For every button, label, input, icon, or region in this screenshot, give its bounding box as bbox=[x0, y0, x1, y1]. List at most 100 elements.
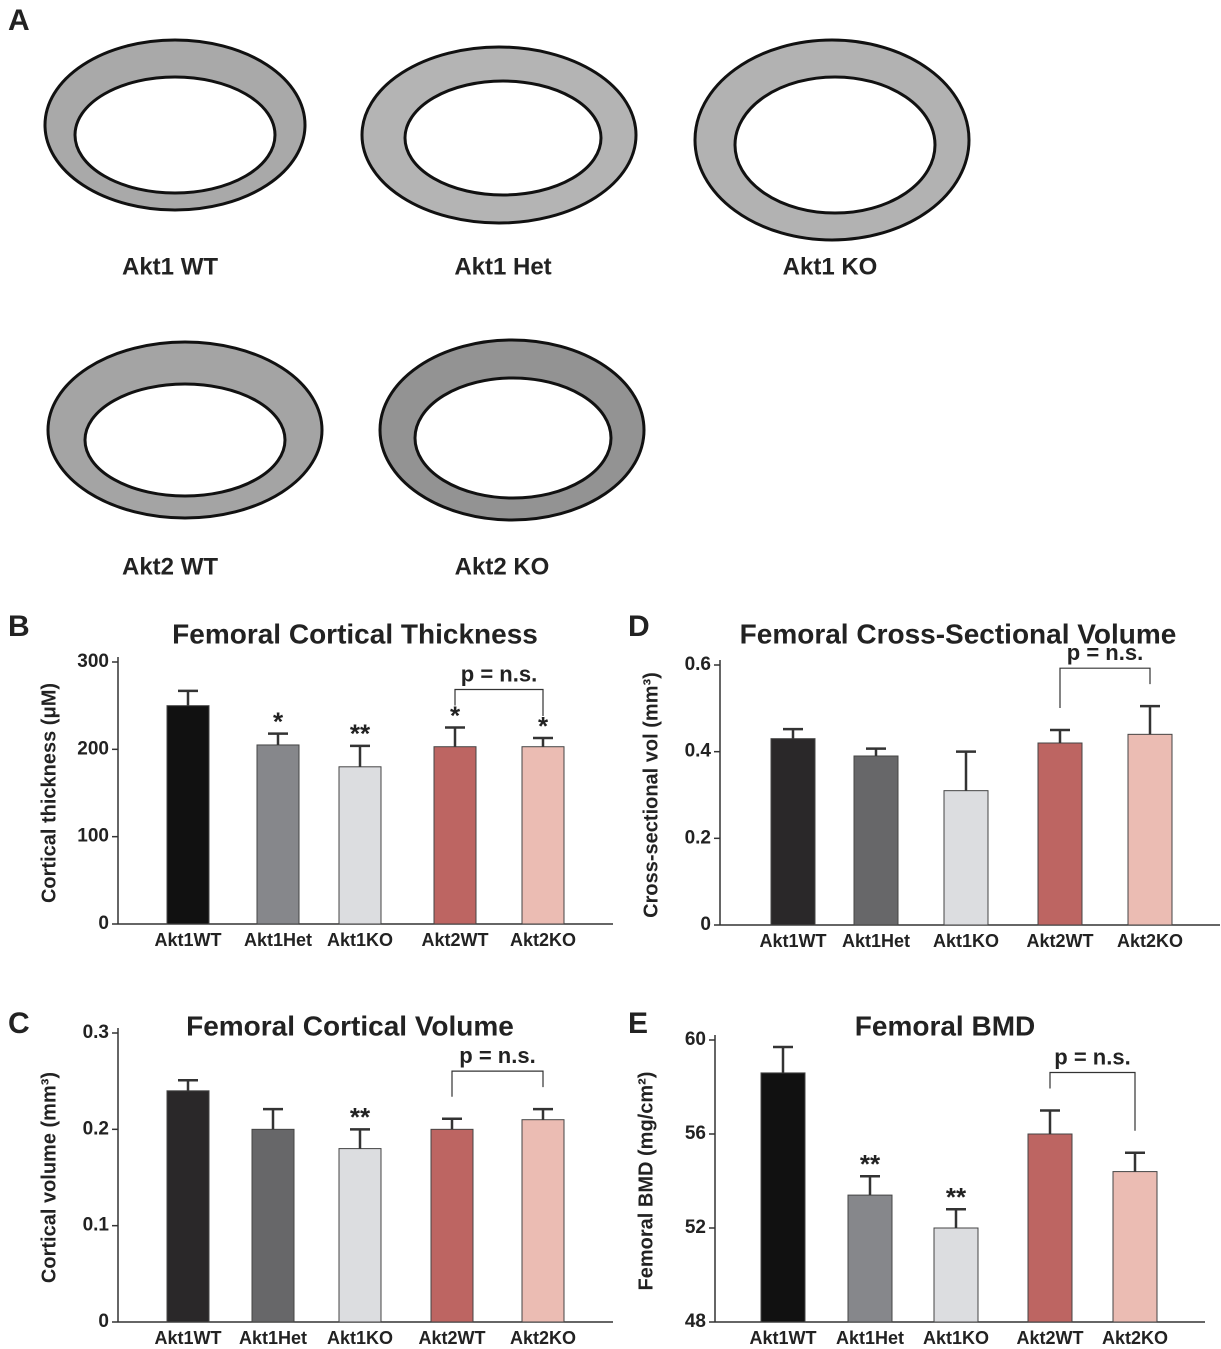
bar bbox=[434, 747, 476, 924]
bar bbox=[848, 1195, 892, 1322]
bar bbox=[257, 745, 299, 924]
bar bbox=[431, 1129, 473, 1322]
bar bbox=[339, 1149, 381, 1322]
x-tick-label: Akt2WT bbox=[419, 1328, 486, 1348]
bracket bbox=[452, 1071, 543, 1097]
y-tick-label: 300 bbox=[77, 651, 109, 672]
ring bbox=[45, 40, 305, 210]
error-bar bbox=[178, 691, 198, 706]
chart-title: Femoral Cortical Thickness bbox=[172, 618, 538, 649]
y-tick-label: 0 bbox=[98, 913, 109, 934]
bracket bbox=[1060, 668, 1150, 708]
error-bar bbox=[445, 728, 465, 747]
y-tick-label: 0.3 bbox=[83, 1022, 109, 1043]
error-bar bbox=[350, 746, 370, 767]
y-tick-label: 200 bbox=[77, 738, 109, 759]
panel-letter: A bbox=[8, 4, 30, 37]
bar bbox=[522, 1120, 564, 1322]
x-tick-label: Akt2KO bbox=[510, 1328, 576, 1348]
error-bar bbox=[263, 1109, 283, 1129]
bar bbox=[339, 767, 381, 924]
x-tick-label: Akt1KO bbox=[327, 930, 393, 950]
bracket-label: p = n.s. bbox=[459, 1043, 535, 1068]
bracket bbox=[455, 690, 543, 716]
y-tick-label: 56 bbox=[685, 1123, 706, 1144]
bar bbox=[1113, 1172, 1157, 1322]
bar bbox=[167, 1091, 209, 1322]
significance-mark: ** bbox=[860, 1149, 881, 1179]
x-tick-label: Akt2KO bbox=[1102, 1328, 1168, 1348]
y-tick-label: 48 bbox=[685, 1311, 706, 1332]
error-bar bbox=[442, 1119, 462, 1130]
ring bbox=[362, 47, 636, 223]
y-tick-label: 100 bbox=[77, 826, 109, 847]
ring-label: Akt2 KO bbox=[455, 553, 550, 580]
y-tick-label: 0.2 bbox=[685, 827, 711, 848]
error-bar bbox=[1125, 1153, 1145, 1172]
bar bbox=[1028, 1134, 1072, 1322]
bar bbox=[1038, 743, 1082, 925]
significance-mark: ** bbox=[350, 1102, 371, 1132]
x-tick-label: Akt1WT bbox=[760, 931, 827, 951]
bar bbox=[1128, 734, 1172, 925]
error-bar bbox=[533, 1109, 553, 1120]
y-tick-label: 60 bbox=[685, 1029, 706, 1050]
error-bar bbox=[773, 1047, 793, 1073]
bar bbox=[771, 739, 815, 925]
panel-letter: E bbox=[628, 1007, 648, 1040]
x-tick-label: Akt1WT bbox=[750, 1328, 817, 1348]
x-tick-label: Akt1Het bbox=[842, 931, 910, 951]
bar bbox=[944, 791, 988, 925]
ring bbox=[48, 342, 322, 518]
ring-label: Akt1 Het bbox=[454, 253, 551, 280]
ring-label: Akt1 KO bbox=[783, 253, 878, 280]
significance-mark: ** bbox=[946, 1182, 967, 1212]
y-axis-label: Cross-sectional vol (mm³) bbox=[640, 672, 662, 918]
x-tick-label: Akt2WT bbox=[1027, 931, 1094, 951]
bracket bbox=[1050, 1073, 1135, 1131]
error-bar bbox=[178, 1080, 198, 1091]
error-bar bbox=[956, 752, 976, 791]
x-tick-label: Akt1WT bbox=[155, 1328, 222, 1348]
chart-title: Femoral Cortical Volume bbox=[186, 1010, 514, 1041]
x-tick-label: Akt1KO bbox=[933, 931, 999, 951]
panel-letter: C bbox=[8, 1007, 30, 1040]
y-axis-label: Femoral BMD (mg/cm²) bbox=[635, 1072, 657, 1291]
x-tick-label: Akt2KO bbox=[510, 930, 576, 950]
y-axis-label: Cortical thickness (μM) bbox=[38, 683, 60, 903]
ring bbox=[695, 40, 969, 240]
ring bbox=[380, 340, 644, 520]
bar bbox=[252, 1129, 294, 1322]
y-tick-label: 0.4 bbox=[685, 741, 712, 762]
error-bar bbox=[350, 1129, 370, 1148]
y-tick-label: 0.6 bbox=[685, 654, 711, 675]
bracket-label: p = n.s. bbox=[1054, 1044, 1130, 1069]
y-tick-label: 0 bbox=[700, 914, 711, 935]
bar bbox=[761, 1073, 805, 1322]
ring-label: Akt1 WT bbox=[122, 253, 218, 280]
error-bar bbox=[866, 749, 886, 756]
bar bbox=[934, 1228, 978, 1322]
y-tick-label: 0.1 bbox=[83, 1215, 110, 1236]
x-tick-label: Akt1Het bbox=[244, 930, 312, 950]
x-tick-label: Akt2WT bbox=[422, 930, 489, 950]
error-bar bbox=[1140, 706, 1160, 734]
y-tick-label: 0.2 bbox=[83, 1118, 109, 1139]
bar bbox=[522, 747, 564, 924]
bar bbox=[167, 706, 209, 924]
y-tick-label: 0 bbox=[98, 1311, 109, 1332]
chart-title: Femoral BMD bbox=[855, 1010, 1035, 1041]
error-bar bbox=[1050, 730, 1070, 743]
y-axis-label: Cortical volume (mm³) bbox=[38, 1072, 60, 1283]
bar bbox=[854, 756, 898, 925]
panel-letter: B bbox=[8, 610, 30, 643]
bracket-label: p = n.s. bbox=[1067, 640, 1143, 665]
x-tick-label: Akt2KO bbox=[1117, 931, 1183, 951]
significance-mark: ** bbox=[350, 719, 371, 749]
x-tick-label: Akt1Het bbox=[836, 1328, 904, 1348]
error-bar bbox=[783, 729, 803, 739]
figure: A Akt1 WT Akt1 Het Akt1 KO Akt2 WT Akt2 … bbox=[0, 0, 1221, 1349]
significance-mark: * bbox=[273, 706, 284, 736]
error-bar bbox=[1040, 1111, 1060, 1135]
x-tick-label: Akt1WT bbox=[155, 930, 222, 950]
